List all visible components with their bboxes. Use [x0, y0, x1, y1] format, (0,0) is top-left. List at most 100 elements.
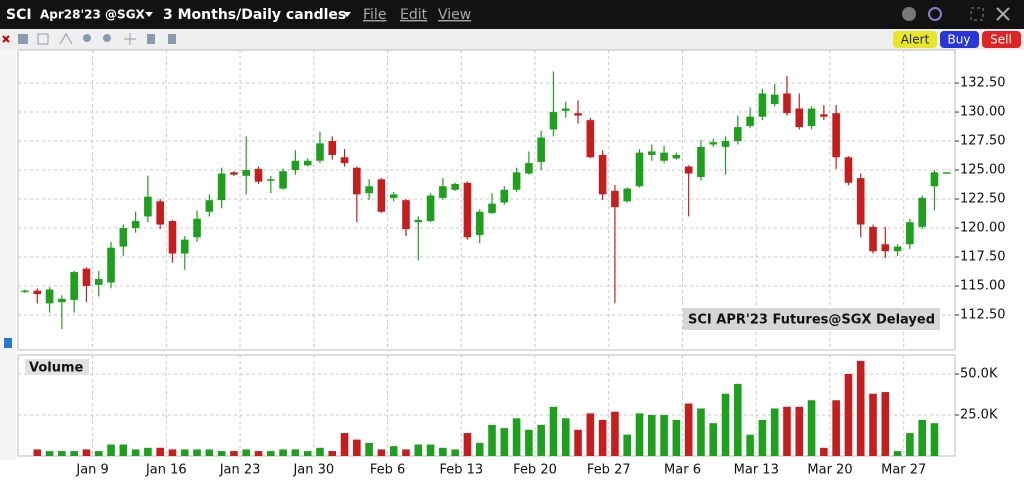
candle-body	[918, 197, 926, 227]
candle-body	[684, 166, 693, 174]
dropdown-arrow[interactable]	[343, 12, 351, 17]
y-tick-label: 122.50	[960, 192, 1006, 207]
period[interactable]: 3 Months/Daily candles	[163, 7, 346, 23]
volume-bar	[267, 451, 275, 456]
sell-button[interactable]	[982, 31, 1021, 48]
volume-bar	[205, 449, 214, 456]
candle-body	[906, 222, 914, 245]
menu-edit[interactable]: Edit	[400, 7, 428, 23]
volume-bar	[439, 447, 447, 456]
volume-bar	[537, 424, 545, 456]
x-tick-label: Mar 20	[807, 463, 852, 478]
dropdown-arrow[interactable]	[145, 12, 153, 17]
volume-bar	[561, 418, 570, 456]
toolbar-icons	[18, 33, 176, 45]
tool-icon[interactable]	[59, 33, 73, 45]
candle-body	[193, 218, 201, 238]
tool-icon[interactable]	[147, 34, 155, 44]
alert-button-label[interactable]: Alert	[901, 33, 930, 47]
candle-body	[45, 289, 54, 304]
candle-body	[734, 127, 742, 142]
title-bar	[0, 0, 1024, 29]
candle-body	[267, 179, 275, 181]
sell-button-label[interactable]: Sell	[990, 33, 1012, 47]
link-icon[interactable]	[928, 7, 942, 21]
buy-button-label[interactable]: Buy	[948, 33, 971, 47]
menu-file[interactable]: File	[363, 7, 386, 23]
alert-button[interactable]	[893, 31, 937, 48]
volume-title-box	[25, 359, 89, 375]
candle-body	[770, 94, 779, 104]
candle-body	[832, 113, 840, 158]
tool-icon[interactable]	[168, 34, 176, 44]
volume-bar	[365, 442, 373, 456]
candle-body	[623, 188, 632, 202]
y-tick-label: 127.50	[960, 134, 1006, 149]
volume-bar	[414, 444, 423, 456]
y-tick-label: 125.00	[960, 163, 1006, 178]
volume-bar	[180, 449, 189, 456]
candle-body	[721, 141, 730, 147]
candle-body	[611, 190, 619, 208]
candle-body	[426, 195, 435, 222]
candle-body	[439, 186, 447, 198]
scale-icon[interactable]	[4, 338, 12, 348]
candle-body	[893, 246, 902, 252]
candle-body	[451, 183, 459, 190]
buy-button[interactable]	[940, 31, 979, 48]
close-icon[interactable]	[996, 7, 1010, 21]
volume-bar	[807, 400, 816, 456]
settings-icon[interactable]	[902, 7, 916, 21]
candle-body	[475, 211, 484, 235]
volume-bar	[451, 449, 459, 456]
candle-body	[353, 167, 361, 195]
candle-body	[930, 172, 939, 187]
tool-icon[interactable]	[83, 34, 91, 42]
volume-bar	[70, 451, 78, 456]
candle-body	[783, 93, 791, 114]
candle-body	[942, 172, 951, 174]
candle-body	[647, 151, 656, 155]
annotation: SCI APR'23 Futures@SGX Delayed	[688, 313, 935, 328]
tool-icon[interactable]	[18, 34, 28, 44]
menu-view[interactable]: View	[438, 7, 471, 23]
y-tick-label: 120.00	[960, 221, 1006, 236]
volume-bar	[574, 429, 582, 456]
volume-bar	[684, 403, 693, 456]
candle-body	[635, 152, 644, 187]
candle-body	[377, 179, 386, 212]
candle-body	[303, 160, 312, 166]
candle-body	[881, 244, 890, 252]
tool-icon[interactable]	[124, 33, 136, 45]
symbol: SCI	[6, 7, 32, 23]
contract[interactable]: Apr28'23 @SGX	[40, 8, 146, 22]
y-tick-label: 25.0K	[960, 408, 998, 423]
volume-bar	[193, 449, 201, 456]
volume-bar	[217, 451, 226, 456]
tool-icon[interactable]	[103, 34, 111, 42]
expand-icon[interactable]	[970, 7, 984, 21]
volume-bar	[660, 415, 668, 456]
candle-body	[402, 200, 410, 230]
close-chart-icon[interactable]	[2, 35, 10, 43]
candle-body	[82, 268, 91, 286]
candle-body	[230, 172, 238, 175]
candle-body	[807, 108, 816, 126]
candle-body	[856, 178, 865, 225]
candle-body	[795, 108, 804, 128]
candle-body	[512, 172, 521, 190]
x-tick-label: Feb 20	[513, 463, 557, 478]
volume-bar	[893, 451, 902, 456]
tool-icon[interactable]	[37, 33, 49, 45]
volume-bar	[795, 406, 804, 456]
candle-body	[598, 154, 607, 195]
volume-bar	[254, 451, 263, 456]
axes: 112.50 115.00 117.50 120.00 122.50 125.00 127.…	[75, 76, 1005, 478]
candle-body	[844, 157, 853, 183]
volume-bar	[303, 451, 312, 456]
volume-bar	[131, 449, 140, 456]
volume-bar	[697, 408, 705, 456]
volume-bar	[598, 419, 607, 456]
volume-bar	[869, 393, 877, 456]
